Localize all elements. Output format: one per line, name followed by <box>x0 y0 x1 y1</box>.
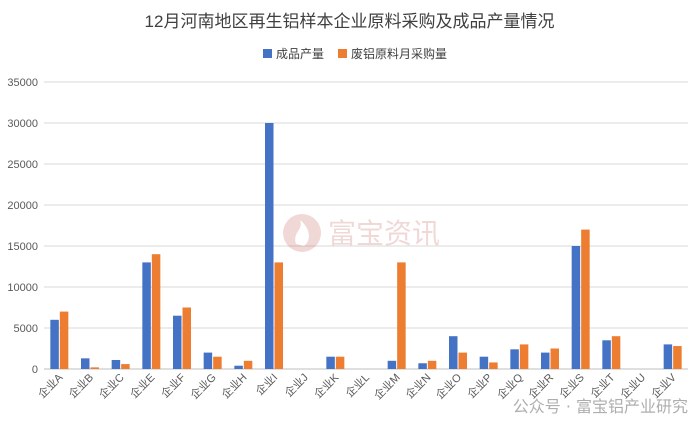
legend-label: 成品产量 <box>276 47 324 61</box>
x-tick-label: 企业L <box>342 370 372 400</box>
bar <box>581 229 590 369</box>
y-tick-label: 10000 <box>7 282 38 294</box>
y-tick-label: 0 <box>32 364 38 376</box>
x-tick-label: 企业G <box>187 370 219 402</box>
bar <box>550 348 559 369</box>
x-tick-label: 企业T <box>587 370 617 400</box>
chart-legend: 成品产量 废铝原料月采购量 <box>263 46 447 61</box>
y-tick-label: 20000 <box>7 200 38 212</box>
x-tick-label: 企业P <box>464 370 495 401</box>
chart-title: 12月河南地区再生铝样本企业原料采购及成品产量情况 <box>145 12 555 31</box>
bar <box>519 344 529 369</box>
bar <box>663 344 673 369</box>
bar <box>213 356 222 369</box>
bar <box>427 360 437 369</box>
x-tick-label: 企业O <box>433 370 465 402</box>
bars-group <box>50 123 682 369</box>
bar <box>326 356 335 369</box>
legend-swatch <box>338 49 347 58</box>
bar <box>458 352 467 369</box>
bar <box>243 360 253 369</box>
y-tick-label: 25000 <box>7 159 38 171</box>
y-tick-label: 5000 <box>14 323 38 335</box>
bar <box>274 262 283 369</box>
bar <box>571 246 581 369</box>
watermark-logo: 富宝资讯 <box>283 214 440 252</box>
bar <box>142 262 151 369</box>
watermark-logo-icon <box>283 214 321 252</box>
y-axis: 0 5000 10000 15000 20000 25000 30000 35000 <box>7 77 38 376</box>
y-tick-label: 30000 <box>7 118 38 130</box>
watermark-flame-icon <box>295 220 309 246</box>
x-tick-label: 企业E <box>127 370 158 401</box>
legend-label: 废铝原料月采购量 <box>351 46 447 61</box>
x-tick-label: 企业N <box>402 370 433 401</box>
bar <box>335 356 345 369</box>
bar <box>81 358 90 369</box>
bar <box>449 336 458 369</box>
x-tick-label: 企业J <box>281 370 310 399</box>
x-tick-label: 企业C <box>96 370 127 401</box>
bar <box>541 352 550 369</box>
bar <box>234 365 243 369</box>
bar <box>50 319 59 369</box>
y-tick-label: 15000 <box>7 241 38 253</box>
watermark-footer-text: 公众号 · 富宝铝产业研究 <box>513 397 688 416</box>
y-tick-label: 35000 <box>7 77 38 89</box>
bar <box>418 363 427 369</box>
bar <box>397 262 406 369</box>
bar <box>111 359 121 369</box>
bar <box>479 356 489 369</box>
x-tick-label: 企业B <box>65 370 96 401</box>
bar <box>673 346 682 369</box>
bar <box>121 364 130 369</box>
x-tick-label: 企业M <box>371 370 403 402</box>
watermark-logo-text: 富宝资讯 <box>328 217 440 250</box>
x-tick-label: 企业A <box>35 370 66 401</box>
bar <box>510 349 519 369</box>
bar <box>387 360 397 369</box>
bar <box>489 362 498 369</box>
bar <box>90 367 99 369</box>
bar <box>59 311 69 369</box>
bar <box>151 254 161 369</box>
bar <box>611 336 621 369</box>
bar <box>173 315 182 369</box>
bar <box>265 123 274 369</box>
x-tick-label: 企业F <box>158 370 188 400</box>
bar <box>203 352 213 369</box>
legend-swatch <box>263 49 272 58</box>
x-tick-label: 企业K <box>311 370 342 401</box>
x-tick-label: 企业I <box>252 370 280 398</box>
bar <box>602 340 611 369</box>
bar <box>182 307 191 369</box>
x-tick-label: 企业H <box>218 370 249 401</box>
grid-lines <box>44 81 688 370</box>
